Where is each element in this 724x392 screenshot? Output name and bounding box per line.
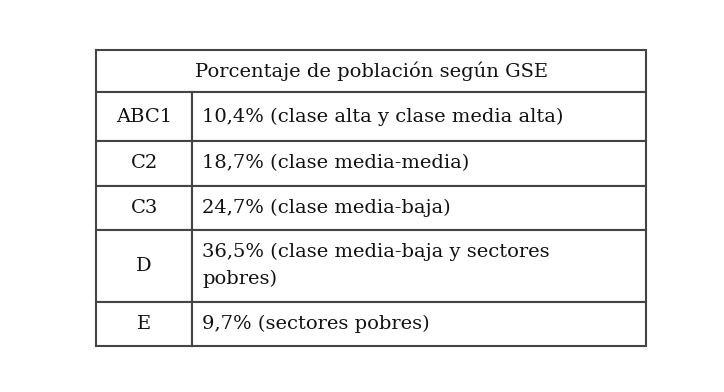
Text: ABC1: ABC1 (116, 107, 172, 125)
Bar (193, 142, 646, 185)
Bar (96, 92, 193, 142)
Text: 24,7% (clase media-baja): 24,7% (clase media-baja) (203, 198, 451, 217)
Text: C2: C2 (130, 154, 158, 172)
Bar (96, 50, 646, 92)
Text: 10,4% (clase alta y clase media alta): 10,4% (clase alta y clase media alta) (203, 107, 564, 126)
Text: 9,7% (sectores pobres): 9,7% (sectores pobres) (203, 315, 430, 333)
Bar (193, 302, 646, 346)
Text: 36,5% (clase media-baja y sectores
pobres): 36,5% (clase media-baja y sectores pobre… (203, 243, 550, 288)
Bar (193, 230, 646, 302)
Bar (96, 185, 193, 230)
Text: 18,7% (clase media-media): 18,7% (clase media-media) (203, 154, 470, 172)
Bar (96, 302, 193, 346)
Text: D: D (136, 257, 152, 275)
Bar (96, 142, 193, 185)
Text: E: E (137, 315, 151, 333)
Bar (193, 185, 646, 230)
Text: Porcentaje de población según GSE: Porcentaje de población según GSE (195, 61, 547, 81)
Bar (96, 230, 193, 302)
Bar (193, 92, 646, 142)
Text: C3: C3 (130, 199, 158, 216)
